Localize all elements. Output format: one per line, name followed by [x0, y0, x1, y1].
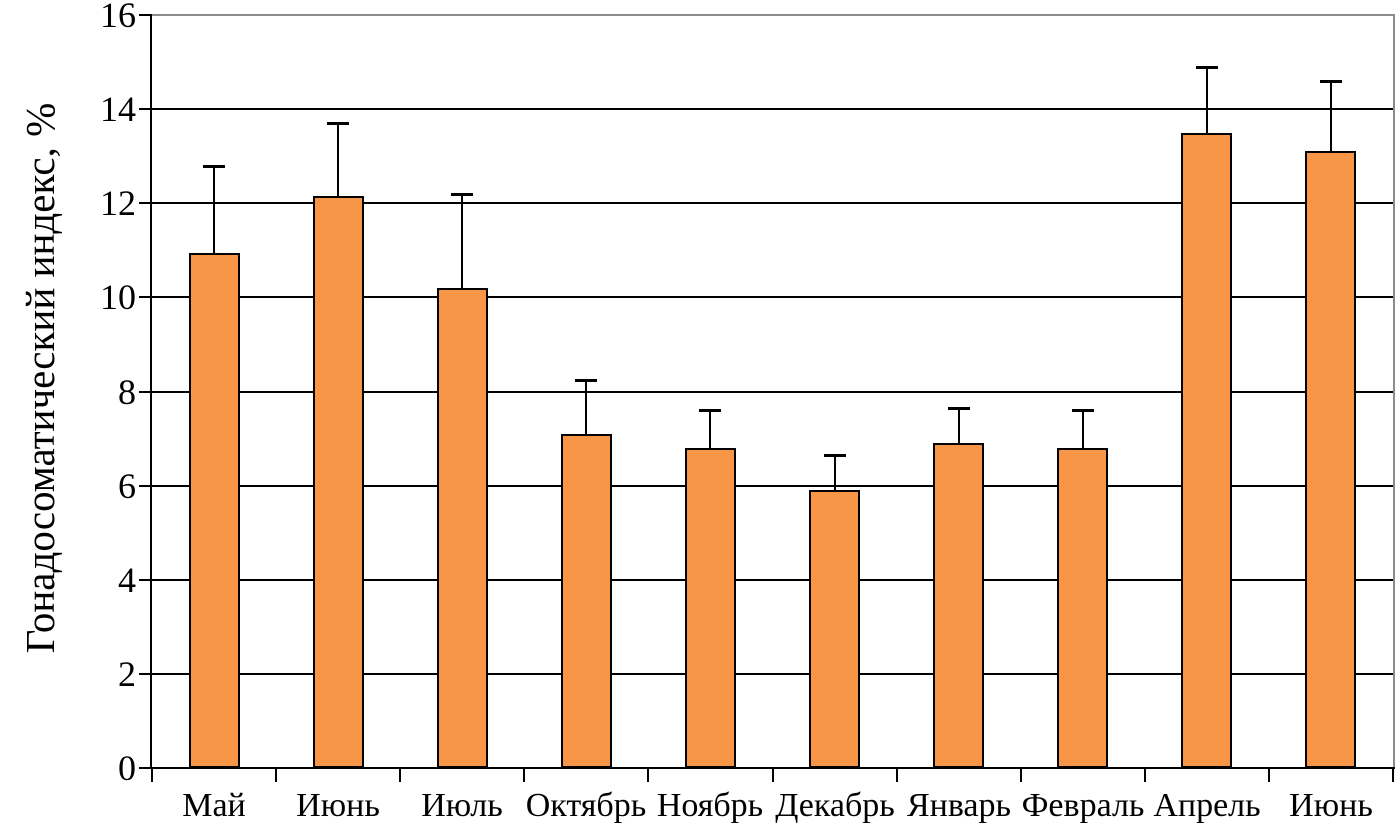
- error-bar-line: [585, 380, 587, 434]
- error-bar-line: [1082, 410, 1084, 448]
- y-tick-label: 14: [100, 89, 136, 129]
- x-tick-label: Февраль: [1021, 787, 1145, 824]
- x-axis-line: [139, 767, 1395, 769]
- x-tick-label: Июнь: [1289, 787, 1373, 824]
- y-tick-label: 6: [118, 466, 136, 506]
- y-axis-tick: [139, 296, 152, 298]
- y-tick-label: 4: [118, 560, 136, 600]
- x-tick-label: Декабрь: [775, 787, 895, 824]
- error-bar-cap: [575, 379, 597, 382]
- bar: [1057, 448, 1108, 768]
- x-tick-label: Июль: [421, 787, 503, 824]
- y-tick-label: 16: [100, 0, 136, 35]
- bar: [189, 253, 240, 768]
- x-axis-tick: [1144, 769, 1146, 782]
- y-tick-label: 12: [100, 183, 136, 223]
- y-axis-tick: [139, 391, 152, 393]
- x-axis-tick: [647, 769, 649, 782]
- x-axis-tick: [399, 769, 401, 782]
- error-bar-line: [709, 410, 711, 448]
- error-bar-cap: [1196, 66, 1218, 69]
- error-bar-line: [337, 123, 339, 196]
- y-axis-tick: [139, 579, 152, 581]
- y-axis-tick: [139, 673, 152, 675]
- plot-frame-right: [1393, 14, 1395, 768]
- y-axis-tick: [139, 14, 152, 16]
- x-axis-tick: [1268, 769, 1270, 782]
- error-bar-cap: [1072, 409, 1094, 412]
- error-bar-cap: [327, 122, 349, 125]
- x-axis-tick: [523, 769, 525, 782]
- error-bar-cap: [699, 409, 721, 412]
- y-axis-line: [150, 14, 152, 768]
- x-axis-tick: [772, 769, 774, 782]
- x-tick-label: Январь: [906, 787, 1012, 824]
- error-bar-line: [834, 455, 836, 490]
- bar: [809, 490, 860, 768]
- x-tick-label: Май: [182, 787, 246, 824]
- gridline: [152, 296, 1393, 298]
- gridline: [152, 485, 1393, 487]
- x-axis-tick: [896, 769, 898, 782]
- y-tick-label: 10: [100, 277, 136, 317]
- bar: [933, 443, 984, 768]
- gridline: [152, 202, 1393, 204]
- x-tick-label: Октябрь: [525, 787, 647, 824]
- x-axis-tick: [1392, 769, 1394, 782]
- error-bar-line: [1330, 81, 1332, 152]
- bar: [685, 448, 736, 768]
- error-bar-cap: [1320, 80, 1342, 83]
- x-axis-tick: [151, 769, 153, 782]
- gridline: [152, 579, 1393, 581]
- bar: [437, 288, 488, 768]
- gridline: [152, 673, 1393, 675]
- y-tick-label: 2: [118, 654, 136, 694]
- y-axis-tick: [139, 108, 152, 110]
- x-tick-label: Июнь: [296, 787, 380, 824]
- error-bar-line: [958, 408, 960, 443]
- y-tick-label: 8: [118, 372, 136, 412]
- error-bar-cap: [824, 454, 846, 457]
- bar: [561, 434, 612, 768]
- gridline: [152, 108, 1393, 110]
- y-axis-tick: [139, 202, 152, 204]
- error-bar-cap: [451, 193, 473, 196]
- x-tick-label: Апрель: [1153, 787, 1261, 824]
- x-axis-tick: [275, 769, 277, 782]
- error-bar-line: [213, 166, 215, 253]
- x-tick-label: Ноябрь: [656, 787, 764, 824]
- error-bar-cap: [203, 165, 225, 168]
- y-tick-label: 0: [118, 748, 136, 788]
- y-axis-tick: [139, 485, 152, 487]
- error-bar-line: [1206, 67, 1208, 133]
- bar: [1305, 151, 1356, 768]
- x-axis-tick: [1020, 769, 1022, 782]
- error-bar-line: [461, 194, 463, 288]
- plot-frame-top: [152, 14, 1395, 16]
- error-bar-cap: [948, 407, 970, 410]
- bar: [1181, 133, 1232, 768]
- gridline: [152, 391, 1393, 393]
- bar: [313, 196, 364, 768]
